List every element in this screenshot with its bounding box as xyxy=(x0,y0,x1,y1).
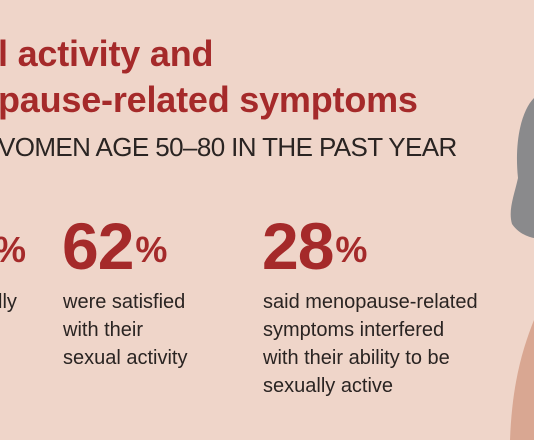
skin-shape xyxy=(510,320,534,440)
hair-shape xyxy=(510,98,534,238)
stat-3-value: 28% xyxy=(262,213,367,279)
stat-3-description-line: sexually active xyxy=(263,375,394,397)
page-title-line-1: l activity and xyxy=(0,33,214,74)
stat-2-description-line: with their xyxy=(63,319,144,341)
stat-1-description: lly xyxy=(0,288,17,316)
stat-2-description-line: sexual activity xyxy=(63,347,188,369)
stat-1-description-line: lly xyxy=(0,291,17,313)
stat-2-value: 62% xyxy=(62,213,167,279)
stat-3-description-line: said menopause-related xyxy=(263,291,478,313)
stat-1-value: % xyxy=(0,213,26,279)
stat-1-percent-sign: % xyxy=(0,229,26,270)
stat-3-description-line: symptoms interfered xyxy=(263,319,445,341)
stat-3-description: said menopause-related symptoms interfer… xyxy=(263,288,478,400)
stat-3-description-line: with their ability to be xyxy=(263,347,450,369)
stat-2-percent-sign: % xyxy=(135,229,167,270)
stat-3-percent-sign: % xyxy=(335,229,367,270)
stat-3-number: 28 xyxy=(262,209,334,283)
stat-2-number: 62 xyxy=(62,209,134,283)
page-title-line-2: pause-related symptoms xyxy=(0,79,418,120)
stat-2-description-line: were satisfied xyxy=(63,291,186,313)
page-subtitle: VOMEN AGE 50–80 IN THE PAST YEAR xyxy=(0,132,457,162)
stat-2-description: were satisfied with their sexual activit… xyxy=(63,288,188,372)
